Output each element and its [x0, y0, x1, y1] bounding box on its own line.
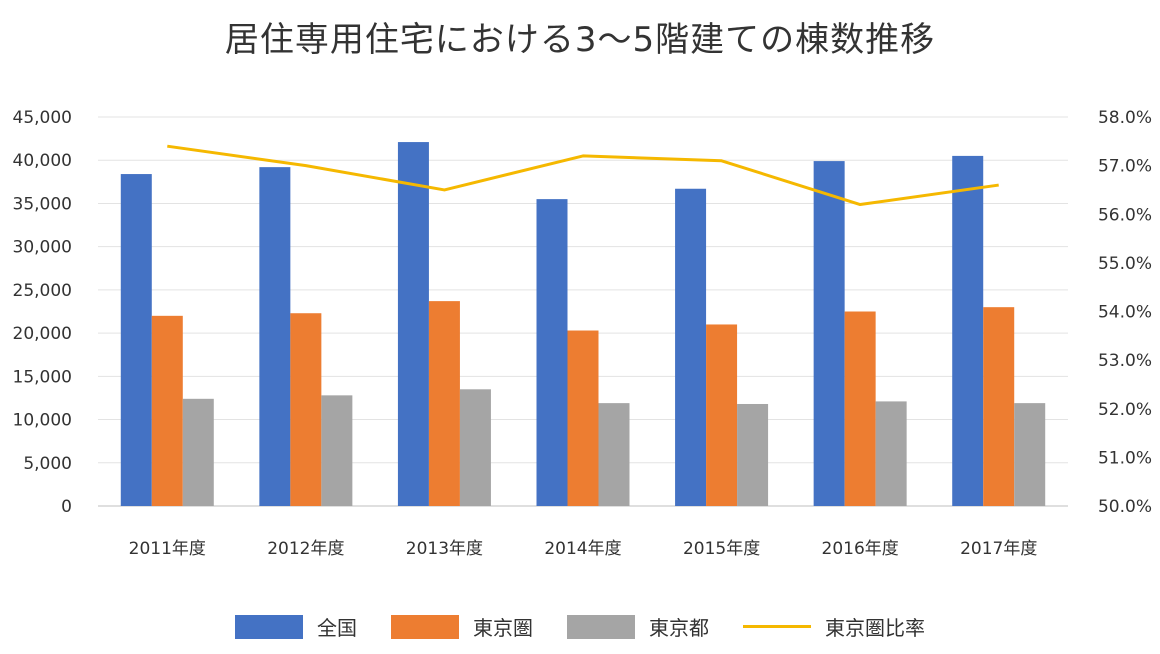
bar-東京圏	[290, 313, 322, 506]
y-tick-left-label: 40,000	[13, 151, 72, 171]
y-tick-right-label: 56.0%	[1098, 205, 1152, 225]
y-tick-right-label: 51.0%	[1098, 448, 1152, 468]
bars	[120, 142, 1046, 507]
y-tick-left-label: 30,000	[13, 238, 72, 258]
x-tick-label: 2017年度	[960, 539, 1037, 559]
y-tick-left-label: 15,000	[13, 367, 72, 387]
legend-label-zenkoku: 全国	[317, 616, 357, 640]
chart-title: 居住専用住宅における3〜5階建ての棟数推移	[224, 20, 936, 60]
bar-東京都	[182, 398, 214, 506]
legend-item-tokyoken: 東京圏	[391, 612, 533, 641]
bar-全国	[120, 174, 152, 506]
bar-全国	[259, 167, 291, 507]
legend: 全国 東京圏 東京都 東京圏比率	[0, 612, 1160, 641]
bar-東京都	[459, 389, 491, 506]
y-tick-right-label: 58.0%	[1098, 108, 1152, 128]
bar-東京圏	[567, 330, 599, 506]
y-tick-right-label: 55.0%	[1098, 254, 1152, 274]
legend-swatch-zenkoku	[235, 614, 303, 639]
bar-東京圏	[844, 311, 876, 506]
y-tick-right-label: 53.0%	[1098, 351, 1152, 371]
legend-label-tokyoto: 東京都	[649, 616, 709, 640]
y-tick-right-label: 57.0%	[1098, 157, 1152, 177]
x-tick-label: 2015年度	[683, 539, 760, 559]
y-tick-left-label: 35,000	[13, 194, 72, 214]
x-tick-label: 2011年度	[129, 539, 206, 559]
bar-東京圏	[151, 315, 183, 506]
bar-東京都	[1014, 403, 1046, 506]
y-tick-left-label: 0	[61, 497, 72, 517]
bar-東京都	[321, 395, 353, 506]
bar-全国	[397, 142, 429, 506]
y-tick-left-label: 20,000	[13, 324, 72, 344]
y-tick-left-label: 5,000	[23, 454, 72, 474]
bar-東京圏	[428, 301, 460, 506]
y-axis-left: 0 5,000 10,000 15,000 20,000 25,000 30,000 35,0…	[13, 108, 72, 517]
legend-item-zenkoku: 全国	[235, 612, 357, 641]
bar-全国	[675, 188, 707, 506]
bar-全国	[952, 155, 984, 506]
x-tick-label: 2013年度	[406, 539, 483, 559]
bar-東京圏	[706, 324, 738, 506]
y-tick-right-label: 54.0%	[1098, 303, 1152, 323]
ratio-line	[167, 144, 999, 207]
y-tick-right-label: 52.0%	[1098, 400, 1152, 420]
legend-swatch-tokyoken	[391, 614, 459, 639]
legend-item-tokyoken-ratio: 東京圏比率	[743, 612, 925, 641]
bar-全国	[813, 161, 845, 506]
y-tick-right-label: 50.0%	[1098, 497, 1152, 517]
legend-swatch-tokyoto	[567, 614, 635, 639]
y-tick-left-label: 45,000	[13, 108, 72, 128]
y-axis-right: 50.0% 51.0% 52.0% 53.0% 54.0% 55.0% 56.0% 57.0%…	[1098, 108, 1152, 517]
x-tick-label: 2012年度	[267, 539, 344, 559]
legend-item-tokyoto: 東京都	[567, 612, 709, 641]
y-tick-left-label: 10,000	[13, 411, 72, 431]
y-tick-left-label: 25,000	[13, 281, 72, 301]
legend-label-tokyoken-ratio: 東京圏比率	[825, 616, 925, 640]
legend-label-tokyoken: 東京圏	[473, 616, 533, 640]
x-axis: 2011年度 2012年度 2013年度 2014年度 2015年度 2016年度 2017…	[129, 539, 1038, 559]
bar-全国	[536, 199, 568, 506]
bar-東京都	[737, 403, 769, 506]
legend-swatch-tokyoken-ratio	[743, 625, 811, 628]
bar-東京圏	[983, 307, 1015, 506]
bar-東京都	[875, 401, 907, 506]
bar-東京都	[598, 403, 630, 506]
line-東京圏比率	[167, 144, 999, 207]
x-tick-label: 2016年度	[822, 539, 899, 559]
x-tick-label: 2014年度	[544, 539, 621, 559]
